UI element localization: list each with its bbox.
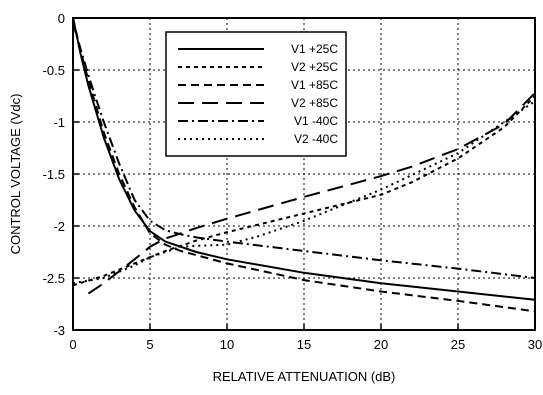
legend-label: V2 -40C [294, 132, 338, 146]
y-tick-label: -2.5 [43, 271, 65, 286]
legend-label: V1 +85C [291, 78, 338, 92]
x-axis-label: RELATIVE ATTENUATION (dB) [213, 369, 396, 384]
series-line-3 [72, 17, 536, 313]
x-tick-label: 0 [69, 337, 76, 352]
legend: V1 +25C V2 +25C V1 +85C V2 +85C V1 -40C V2 -4… [165, 31, 347, 157]
y-tick-label: 0 [58, 11, 65, 26]
y-tick-label: -3 [53, 323, 65, 338]
series-line-2 [72, 95, 536, 287]
series-line-4 [87, 92, 536, 295]
legend-label: V1 -40C [294, 114, 338, 128]
y-axis-label: CONTROL VOLTAGE (Vdc) [8, 94, 23, 255]
x-tick-label: 20 [374, 337, 388, 352]
y-tick-label: -2 [53, 219, 65, 234]
x-tick-label: 10 [220, 337, 234, 352]
legend-label: V2 +25C [291, 60, 338, 74]
x-tick-label: 5 [146, 337, 153, 352]
legend-label: V2 +85C [291, 96, 338, 110]
y-tick-label: -1.5 [43, 167, 65, 182]
tick-labels: 0 5 10 15 20 25 30 0 -0.5 -1 -1.5 -2 -2.5 -3 [43, 11, 543, 352]
x-tick-label: 25 [451, 337, 465, 352]
x-tick-label: 30 [528, 337, 542, 352]
series-line-5 [72, 22, 536, 279]
series-line-1 [72, 17, 536, 301]
axis-ticks [72, 17, 536, 331]
y-tick-label: -0.5 [43, 63, 65, 78]
x-tick-label: 15 [297, 337, 311, 352]
series-line-6 [72, 100, 536, 285]
legend-label: V1 +25C [291, 42, 338, 56]
y-tick-label: -1 [53, 115, 65, 130]
legend-box [165, 31, 347, 157]
series-lines [72, 17, 536, 313]
